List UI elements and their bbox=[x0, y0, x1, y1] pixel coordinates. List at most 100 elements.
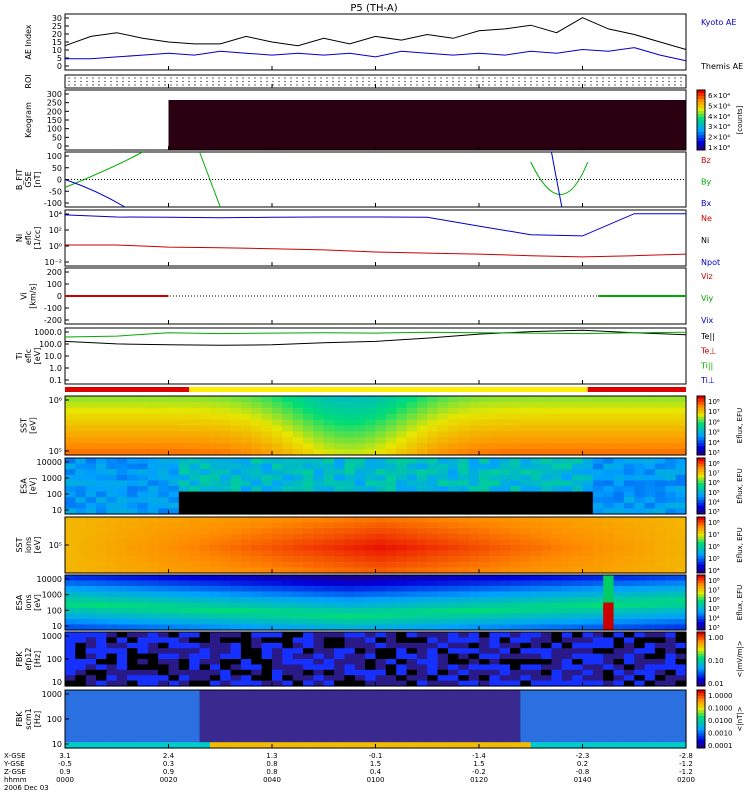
colorbar-step bbox=[697, 132, 705, 136]
sst-e-cell bbox=[623, 396, 635, 403]
esa-i-cell bbox=[499, 591, 511, 598]
esa-e-cell bbox=[106, 502, 118, 509]
esa-i-cell bbox=[313, 580, 325, 587]
esa-i-cell bbox=[613, 591, 625, 598]
colorbar-frame bbox=[696, 574, 706, 631]
sst-e-cell bbox=[199, 425, 211, 432]
sst-i-cell bbox=[147, 539, 159, 546]
fbk-e-cell bbox=[251, 675, 263, 682]
esa-i-cell bbox=[458, 575, 470, 582]
esa-e-cell bbox=[592, 463, 604, 470]
esa-i-cell bbox=[354, 619, 366, 626]
roi-dot bbox=[386, 80, 388, 83]
sst-e-cell bbox=[85, 449, 97, 456]
roi-dot bbox=[230, 77, 232, 79]
esa-e-cell bbox=[437, 486, 449, 493]
fbk-b-cell bbox=[499, 701, 511, 708]
esa-i-cell bbox=[437, 586, 449, 593]
fbk-b-cell bbox=[178, 707, 190, 714]
esa-e-cell bbox=[334, 502, 346, 509]
sst-e-cell bbox=[510, 449, 521, 456]
esa-e-cell bbox=[396, 480, 408, 487]
colorbar-step bbox=[697, 531, 705, 535]
fbk-b-cell bbox=[292, 707, 304, 714]
sst-e-cell bbox=[323, 449, 335, 456]
sst-e-cell bbox=[416, 407, 428, 415]
sst-i-cell bbox=[572, 545, 584, 552]
esa-i-cell bbox=[489, 597, 501, 604]
sst-i-cell bbox=[199, 517, 211, 524]
esa-e-cell bbox=[344, 502, 356, 509]
esa-i-cell bbox=[272, 597, 283, 604]
tick-label: 1000 bbox=[42, 474, 62, 483]
fbk-b-cell bbox=[365, 695, 377, 703]
fbk-b-cell bbox=[230, 701, 242, 708]
sst-e-cell bbox=[665, 401, 677, 409]
fbk-e-cell bbox=[354, 653, 366, 660]
sst-i-cell bbox=[375, 556, 387, 563]
sst-i-cell bbox=[189, 561, 201, 568]
fbk-e-cell bbox=[147, 642, 159, 649]
esa-i-cell bbox=[240, 575, 252, 582]
fbk-b-cell bbox=[178, 690, 190, 697]
esa-i-cell bbox=[272, 613, 283, 620]
sst-e-cell bbox=[240, 437, 252, 444]
legend-entry: Te⊥ bbox=[700, 347, 716, 356]
esa-i-cell bbox=[303, 613, 314, 620]
fbk-e-cell bbox=[189, 642, 201, 649]
esa-i-cell bbox=[406, 591, 418, 598]
sst-i-cell bbox=[541, 528, 553, 535]
esa-e-cell bbox=[665, 463, 677, 470]
esa-i-cell bbox=[665, 613, 677, 620]
fbk-e-cell bbox=[127, 680, 139, 687]
sst-e-cell bbox=[303, 449, 314, 456]
roi-dot bbox=[476, 77, 478, 79]
fbk-b-cell bbox=[282, 695, 294, 703]
sst-i-cell bbox=[168, 561, 180, 568]
sst-e-cell bbox=[178, 396, 190, 403]
esa-i-cell bbox=[240, 586, 252, 593]
sst-i-cell bbox=[199, 567, 211, 574]
colorbar-step bbox=[697, 525, 705, 529]
fbk-b-cell bbox=[106, 713, 118, 720]
colorbar-step bbox=[697, 575, 705, 579]
sst-e-cell bbox=[603, 401, 615, 409]
fbk-b-cell bbox=[272, 742, 283, 749]
colorbar-step bbox=[697, 494, 705, 498]
esa-i-cell bbox=[189, 613, 201, 620]
esa-i-cell bbox=[334, 575, 346, 582]
sst-i-cell bbox=[634, 561, 646, 568]
sst-i-cell bbox=[437, 561, 449, 568]
fbk-e-cell bbox=[96, 675, 107, 682]
esa-i-cell bbox=[178, 624, 190, 631]
esa-i-cell bbox=[230, 575, 242, 582]
colorbar-step bbox=[697, 536, 705, 540]
esa-e-cell bbox=[272, 474, 283, 481]
panel-ylabel: Keogram bbox=[24, 102, 33, 138]
tick-label: 15 bbox=[52, 38, 62, 47]
colorbar-step bbox=[697, 117, 705, 121]
esa-i-cell bbox=[406, 597, 418, 604]
sst-i-cell bbox=[75, 539, 87, 546]
sst-e-cell bbox=[385, 431, 397, 438]
esa-e-cell bbox=[230, 486, 242, 493]
colorbar-step bbox=[697, 446, 705, 450]
esa-e-cell bbox=[251, 463, 263, 470]
sst-e-cell bbox=[644, 401, 656, 409]
fbk-b-cell bbox=[468, 736, 480, 743]
esa-i-cell bbox=[116, 624, 128, 631]
fbk-e-cell bbox=[665, 637, 677, 644]
roi-dot bbox=[68, 84, 70, 86]
fbk-b-cell bbox=[447, 695, 459, 703]
fbk-e-cell bbox=[199, 648, 211, 655]
esa-i-cell bbox=[251, 608, 263, 615]
fbk-b-cell bbox=[623, 742, 635, 749]
sst-e-cell bbox=[96, 396, 107, 403]
sst-i-cell bbox=[634, 522, 646, 529]
fbk-e-cell bbox=[551, 642, 563, 649]
fbk-b-cell bbox=[603, 742, 615, 749]
sst-e-cell bbox=[416, 437, 428, 444]
esa-i-cell bbox=[199, 613, 211, 620]
esa-e-cell bbox=[282, 463, 294, 470]
fbk-e-cell bbox=[520, 648, 532, 655]
